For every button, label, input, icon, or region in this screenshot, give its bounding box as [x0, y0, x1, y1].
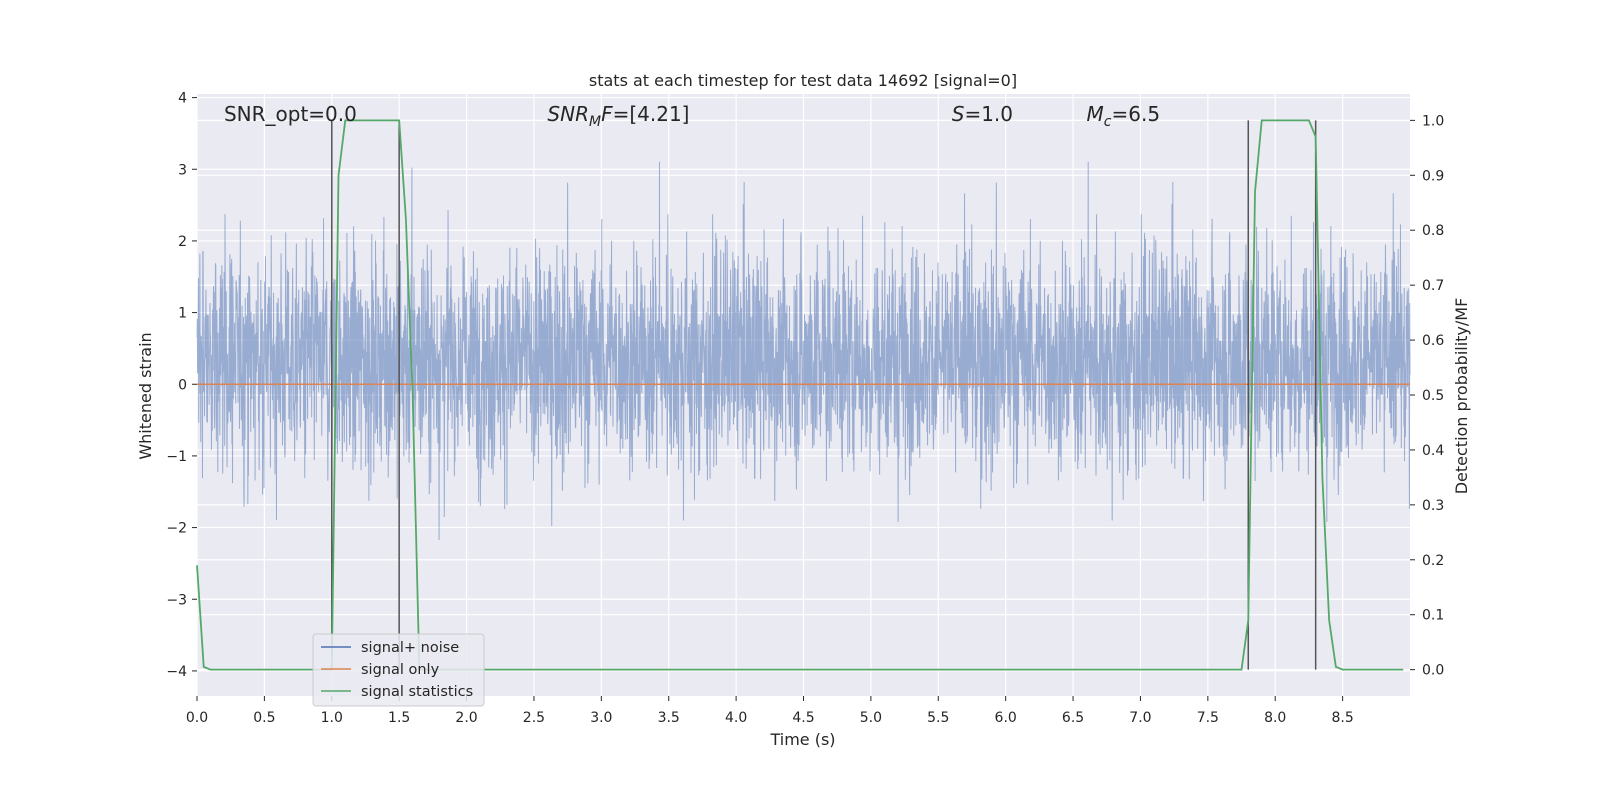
legend-label-signal-statistics: signal statistics: [361, 684, 473, 700]
y2-tick-label-7: 0.7: [1422, 278, 1444, 294]
x-tick-label-11: 5.5: [927, 710, 949, 726]
y-tick-label-0: −4: [166, 664, 187, 680]
legend-label-signal-only: signal only: [361, 662, 440, 678]
x-tick-label-1: 0.5: [253, 710, 275, 726]
y-tick-label-1: −3: [166, 592, 187, 608]
annotation-snr-opt: SNR_opt=0.0: [224, 102, 357, 126]
y-tick-label-4: 0: [178, 377, 187, 393]
x-tick-label-9: 4.5: [792, 710, 814, 726]
y2-tick-label-6: 0.6: [1422, 333, 1444, 349]
y2-tick-label-3: 0.3: [1422, 498, 1444, 514]
annotations: SNR_opt=0.0 SNRMF=[4.21] S=1.0 Mc=6.5: [224, 102, 1160, 130]
x-tick-label-13: 6.5: [1062, 710, 1084, 726]
x-tick-label-8: 4.0: [725, 710, 747, 726]
y2-tick-label-0: 0.0: [1422, 663, 1444, 679]
y-tick-label-3: −1: [166, 449, 187, 465]
chart-title: stats at each timestep for test data 146…: [589, 71, 1017, 90]
y-tick-label-8: 4: [178, 91, 187, 107]
y2-tick-label-9: 0.9: [1422, 168, 1444, 184]
y-tick-label-2: −2: [166, 521, 187, 537]
y-axis-label: Whitened strain: [136, 332, 155, 459]
x-tick-label-5: 2.5: [523, 710, 545, 726]
x-tick-label-12: 6.0: [995, 710, 1017, 726]
y-tick-label-7: 3: [178, 162, 187, 178]
x-tick-label-2: 1.0: [321, 710, 343, 726]
annotation-s-value: S=1.0: [952, 102, 1013, 126]
y2-tick-label-4: 0.4: [1422, 443, 1444, 459]
y2-tick-label-8: 0.8: [1422, 223, 1444, 239]
legend-label-signal-plus-noise: signal+ noise: [361, 640, 459, 656]
signal-statistics-line: [196, 119, 1404, 671]
x-tick-label-16: 8.0: [1264, 710, 1286, 726]
y-tick-label-6: 2: [178, 234, 187, 250]
x-tick-label-3: 1.5: [388, 710, 410, 726]
x-tick-label-0: 0.0: [186, 710, 208, 726]
x-tick-label-17: 8.5: [1331, 710, 1353, 726]
x-tick-label-15: 7.5: [1197, 710, 1219, 726]
x-tick-label-6: 3.0: [590, 710, 612, 726]
y2-tick-label-5: 0.5: [1422, 388, 1444, 404]
y-tick-label-5: 1: [178, 306, 187, 322]
x-tick-label-14: 7.0: [1129, 710, 1151, 726]
x-tick-label-4: 2.0: [455, 710, 477, 726]
annotation-mc-value: Mc=6.5: [1087, 102, 1161, 130]
legend: signal+ noise signal only signal statist…: [312, 633, 485, 707]
x-axis-label: Time (s): [769, 730, 835, 749]
annotation-snr-mf: SNRMF=[4.21]: [547, 102, 689, 130]
y2-tick-label-2: 0.2: [1422, 553, 1444, 569]
legend-box: [312, 633, 485, 707]
y2-tick-label-1: 0.1: [1422, 608, 1444, 624]
axis-ticks: 0.0 0.5 1.0 1.5 2.0 2.5 3.0 3.5 4.0 4.5 5.0 5.5 6.0 6…: [166, 91, 1444, 726]
series-signal-statistics: [196, 119, 1404, 671]
y2-axis-label: Detection probability/MF: [1452, 298, 1471, 495]
y2-tick-label-10: 1.0: [1422, 113, 1444, 129]
x-tick-label-7: 3.5: [658, 710, 680, 726]
x-tick-label-10: 5.0: [860, 710, 882, 726]
